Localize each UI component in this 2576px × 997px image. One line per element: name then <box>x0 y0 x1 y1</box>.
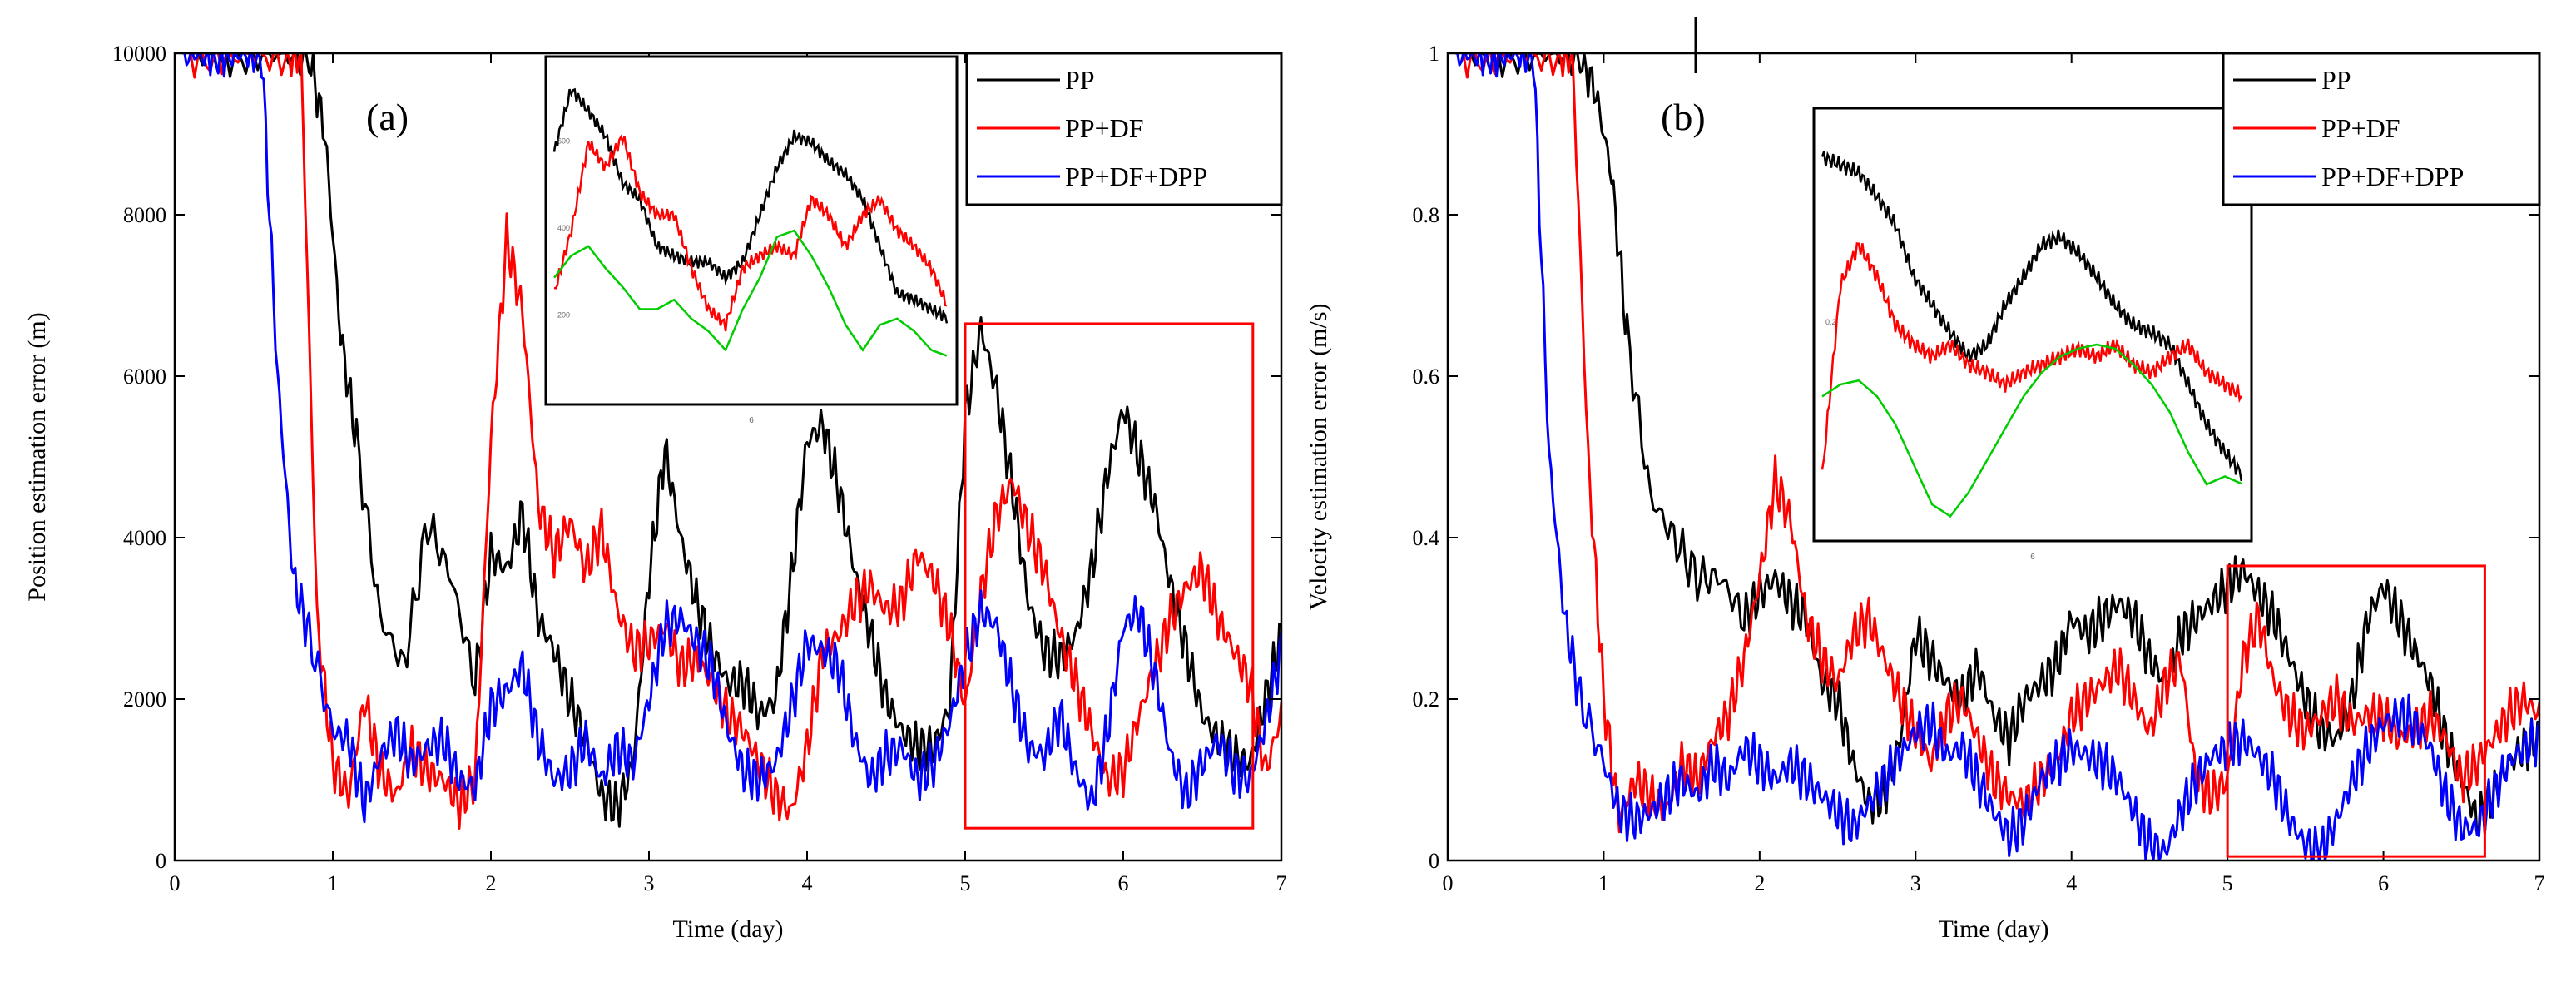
y-tick-label: 0.2 <box>1413 687 1440 712</box>
x-tick-label: 6 <box>2378 871 2389 895</box>
x-tick-label: 4 <box>802 871 813 895</box>
x-tick-label: 2 <box>1754 871 1765 895</box>
series-group <box>1455 53 2539 861</box>
x-tick-label: 7 <box>2534 871 2545 895</box>
y-tick-label: 10000 <box>112 42 166 66</box>
inset-series-pp-df <box>554 134 948 332</box>
x-axis-title: Time (day) <box>672 915 783 943</box>
series-line-pp <box>191 53 1281 828</box>
inset-frame <box>544 55 959 406</box>
y-tick-label: 4000 <box>123 526 166 550</box>
inset-x-tick-label: 6 <box>749 416 754 425</box>
series-line-pp <box>1463 53 2539 836</box>
inset-series-pp-df-dpp <box>1821 343 2242 518</box>
x-tick-label: 3 <box>644 871 655 895</box>
inset-series-pp-df-dpp <box>553 229 948 357</box>
legend: PP PP+DF PP+DF+DPP <box>965 52 1283 206</box>
y-tick-label: 0 <box>1429 849 1439 873</box>
zoom-region-box <box>964 322 1255 830</box>
x-tick-label: 5 <box>960 871 971 895</box>
chart-panel-a: 0 1 2 3 4 5 6 7 0 2000 4000 6000 8000 10000 Time (day)… <box>23 42 1287 943</box>
x-tick-label: 4 <box>2066 871 2077 895</box>
legend-label: PP <box>1065 65 1095 95</box>
x-tick-label: 7 <box>1276 871 1287 895</box>
y-tick-label: 6000 <box>123 365 166 389</box>
inset-frame <box>1812 107 2253 543</box>
y-tick-label: 0.6 <box>1413 365 1440 389</box>
x-tick-label: 1 <box>1598 871 1609 895</box>
x-tick-label: 0 <box>1443 871 1454 895</box>
legend-label: PP+DF+DPP <box>2321 161 2464 191</box>
x-tick-label: 2 <box>486 871 497 895</box>
inset-y-tick-label: 600 <box>557 137 570 146</box>
series-group <box>182 53 1281 830</box>
y-tick-label: 0.4 <box>1413 526 1440 550</box>
inset-panel: 6 600 400 200 <box>544 55 959 425</box>
series-line-pp-df-dpp <box>182 53 1281 824</box>
inset-series-pp <box>552 87 949 324</box>
legend-label: PP+DF <box>1065 113 1144 143</box>
zoom-region-box <box>2226 564 2486 858</box>
y-tick-label: 0 <box>156 849 166 873</box>
x-axis-title: Time (day) <box>1938 915 2048 943</box>
plot-frame <box>173 52 1283 862</box>
y-axis-title: Position estimation error (m) <box>23 312 51 601</box>
chart-panel-b: 0 1 2 3 4 5 6 7 0 0.2 0.4 0.6 0.8 1 Time (day) Velocity… <box>1305 42 2545 943</box>
y-axis-title: Velocity estimation error (m/s) <box>1305 303 1332 610</box>
legend: PP PP+DF PP+DF+DPP <box>2222 52 2541 206</box>
series-line-pp-df-dpp <box>1455 53 2539 861</box>
panel-label: (b) <box>1661 96 1706 138</box>
x-tick-label: 3 <box>1910 871 1921 895</box>
inset-series-pp-df <box>1821 242 2242 470</box>
inset-y-tick-label: 200 <box>557 311 570 320</box>
inset-y-tick-label: 0.2 <box>1825 318 1836 326</box>
y-tick-label: 1 <box>1429 42 1439 66</box>
panel-label: (a) <box>366 96 409 138</box>
plot-frame <box>1446 52 2541 862</box>
legend-label: PP <box>2321 65 2351 95</box>
y-tick-label: 2000 <box>123 687 166 712</box>
x-tick-label: 1 <box>328 871 339 895</box>
x-tick-label: 6 <box>1118 871 1129 895</box>
legend-label: PP+DF+DPP <box>1065 161 1207 191</box>
legend-label: PP+DF <box>2321 113 2400 143</box>
x-tick-label: 5 <box>2222 871 2233 895</box>
inset-y-tick-label: 400 <box>557 224 570 232</box>
y-tick-label: 8000 <box>123 203 166 227</box>
x-tick-label: 0 <box>170 871 181 895</box>
y-tick-label: 0.8 <box>1413 203 1440 227</box>
inset-panel: 60.2 <box>1812 107 2253 562</box>
inset-x-tick-label: 6 <box>2030 553 2035 562</box>
